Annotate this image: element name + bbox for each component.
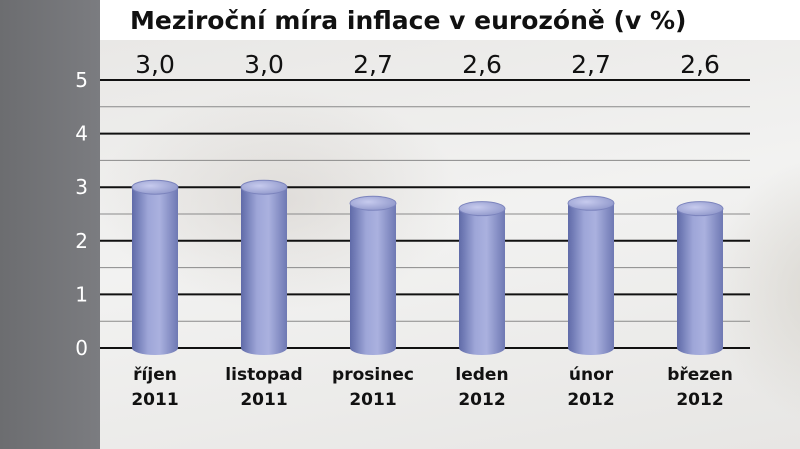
value-label: 3,0 [135,50,175,79]
grid-lines [100,79,750,349]
x-category-label: říjen [133,365,177,385]
bar [676,201,724,355]
x-category-label: březen [667,365,733,385]
bar [131,179,179,355]
x-category-label: 2012 [676,390,723,410]
chart-title: Meziroční míra inflace v eurozóně (v %) [130,6,686,35]
x-category-label: listopad [225,365,302,385]
x-category-label: 2011 [240,390,287,410]
value-label: 2,6 [680,50,720,79]
bar [349,195,397,355]
x-category-label: 2012 [458,390,505,410]
title-band [100,0,800,40]
bar [567,195,615,355]
y-tick-label: 5 [75,68,88,92]
bar [458,201,506,355]
x-category-label: 2012 [567,390,614,410]
y-tick-label: 0 [75,336,88,360]
y-tick-label: 1 [75,282,88,306]
value-label: 2,7 [571,50,611,79]
bar [240,179,288,355]
y-tick-label: 4 [75,122,88,146]
x-category-label: 2011 [131,390,178,410]
y-tick-label: 2 [75,229,88,253]
x-axis-categories: říjen 2011 listopad 2011 prosinec 2011 leden 20… [131,365,732,410]
x-category-label: leden [455,365,508,385]
x-category-label: 2011 [349,390,396,410]
value-label: 2,7 [353,50,393,79]
x-category-label: únor [569,365,614,385]
bars [131,179,724,355]
value-labels: 3,0 3,0 2,7 2,6 2,7 2,6 [135,50,720,79]
y-tick-label: 3 [75,175,88,199]
left-axis-strip [0,0,100,449]
value-label: 3,0 [244,50,284,79]
x-category-label: prosinec [332,365,414,385]
y-axis-ticks: 0 1 2 3 4 5 [75,68,88,360]
value-label: 2,6 [462,50,502,79]
